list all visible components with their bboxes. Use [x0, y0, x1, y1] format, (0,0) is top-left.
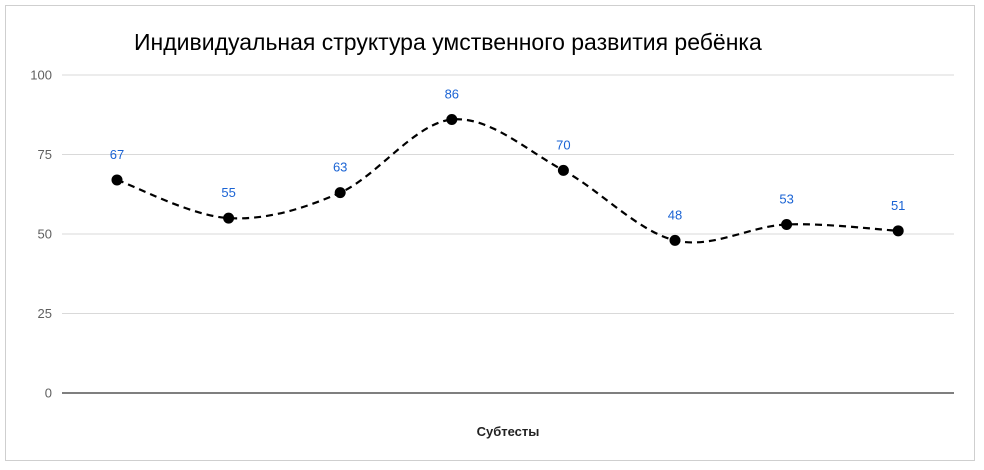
y-tick-label: 50: [38, 227, 52, 242]
data-label: 53: [779, 191, 793, 206]
data-point: [111, 174, 123, 186]
y-tick-label: 100: [30, 68, 52, 83]
data-labels: 67 55 63 86 70 48 53 51: [110, 87, 906, 223]
chart-title: Индивидуальная структура умственного раз…: [134, 29, 762, 55]
data-point: [557, 164, 569, 176]
data-label: 86: [445, 87, 459, 102]
y-tick-label: 25: [38, 306, 52, 321]
data-point: [334, 187, 346, 199]
y-tick-label: 75: [38, 147, 52, 162]
data-point: [892, 225, 904, 237]
data-points: [111, 114, 904, 246]
data-label: 67: [110, 147, 124, 162]
grid-lines: [62, 74, 954, 314]
y-axis-ticks: 0 25 50 75 100: [30, 68, 52, 401]
data-label: 48: [668, 207, 682, 222]
y-tick-label: 0: [45, 386, 52, 401]
chart-frame: [5, 5, 975, 461]
data-label: 55: [221, 185, 235, 200]
data-label: 51: [891, 198, 905, 213]
data-point: [223, 212, 235, 224]
data-point: [781, 218, 793, 230]
data-label: 63: [333, 160, 347, 175]
data-point: [669, 234, 681, 246]
data-label: 70: [556, 137, 570, 152]
series-line: [116, 118, 899, 244]
data-point: [446, 114, 458, 126]
x-axis-label: Субтесты: [477, 424, 540, 439]
